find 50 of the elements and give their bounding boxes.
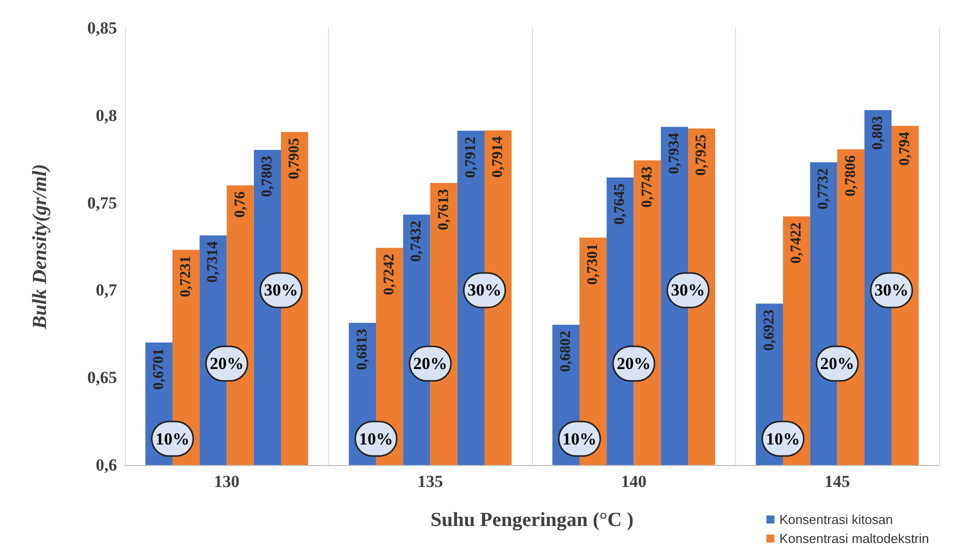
data-label: 0,7231 <box>178 256 194 298</box>
y-tick-label: 0,8 <box>96 106 117 125</box>
y-tick-label: 0,85 <box>87 18 117 38</box>
y-tick-label: 0,7 <box>96 280 118 300</box>
annotation: 10% <box>562 429 596 448</box>
y-tick-label: 0,6 <box>96 456 117 474</box>
data-label: 0,7914 <box>490 136 506 178</box>
annotation: 30% <box>264 280 298 300</box>
data-label: 0,76 <box>232 190 248 218</box>
data-label: 0,7613 <box>436 189 452 230</box>
data-label: 0,7432 <box>408 220 425 262</box>
data-label: 0,7934 <box>666 132 682 174</box>
annotation: 30% <box>874 280 909 300</box>
data-label: 0,803 <box>870 116 886 150</box>
legend-label: Konsentrasi kitosan <box>779 512 893 527</box>
y-tick-label: 0,65 <box>87 368 117 388</box>
data-label: 0,7806 <box>842 154 859 197</box>
data-label: 0,7301 <box>585 244 602 285</box>
legend-label: Konsentrasi maltodekstrin <box>779 531 930 546</box>
data-label: 0,6923 <box>761 310 778 351</box>
data-label: 0,6701 <box>150 348 167 390</box>
annotation: 30% <box>671 280 706 300</box>
y-axis-title: Bulk Density(gr/ml) <box>29 164 51 330</box>
y-tick-label: 0,75 <box>87 193 117 212</box>
annotation: 20% <box>210 354 244 374</box>
x-tick-label: 135 <box>418 472 443 491</box>
data-label: 0,7645 <box>612 183 628 225</box>
data-label: 0,794 <box>897 131 914 166</box>
data-label: 0,7242 <box>382 254 398 296</box>
annotation: 10% <box>155 429 190 448</box>
annotation: 10% <box>358 429 393 448</box>
x-tick-label: 145 <box>824 472 850 491</box>
x-tick-label: 140 <box>621 472 646 491</box>
data-label: 0,7925 <box>694 134 710 176</box>
annotation: 20% <box>616 354 651 374</box>
data-label: 0,6813 <box>354 328 370 370</box>
data-label: 0,7732 <box>816 168 832 210</box>
data-label: 0,7905 <box>286 138 303 180</box>
annotation: 20% <box>413 354 448 374</box>
data-label: 0,7422 <box>788 222 805 264</box>
x-axis-title: Suhu Pengeringan (°C ) <box>430 509 634 531</box>
x-tick-label: 130 <box>214 472 240 491</box>
annotation: 20% <box>820 354 854 374</box>
data-label: 0,7803 <box>259 156 276 198</box>
data-label: 0,7912 <box>462 136 479 178</box>
data-label: 0,7743 <box>639 166 656 208</box>
data-label: 0,7314 <box>205 240 222 283</box>
annotation: 30% <box>468 280 502 300</box>
annotation: 10% <box>766 429 800 448</box>
data-label: 0,6802 <box>558 330 574 372</box>
